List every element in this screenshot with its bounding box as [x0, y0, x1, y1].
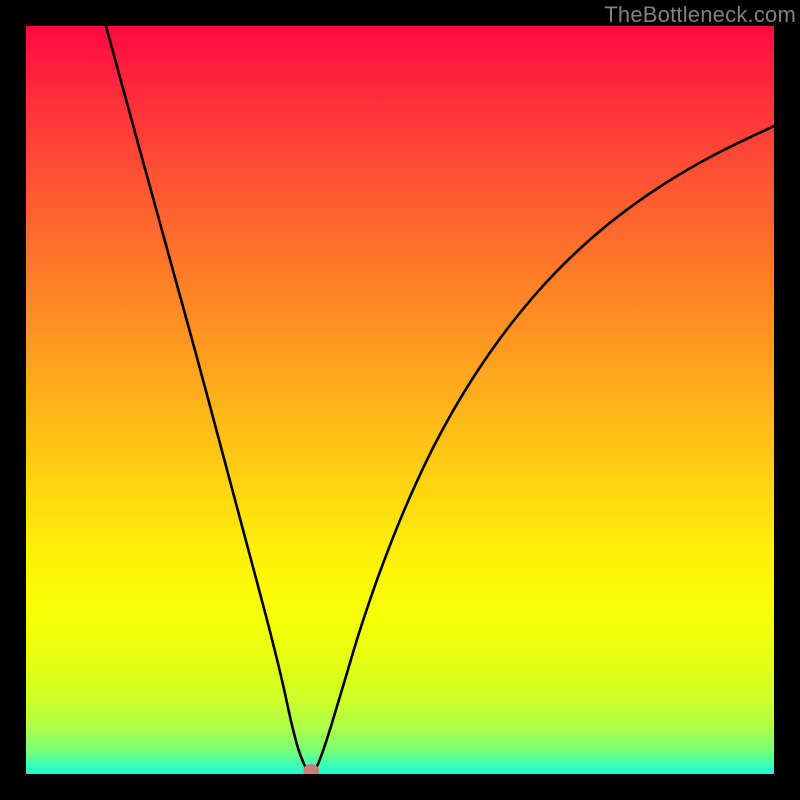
bottleneck-curve — [106, 26, 774, 772]
plot-area — [26, 26, 774, 774]
curve-layer — [26, 26, 774, 774]
watermark-text: TheBottleneck.com — [604, 0, 800, 28]
vertex-marker — [303, 764, 319, 774]
